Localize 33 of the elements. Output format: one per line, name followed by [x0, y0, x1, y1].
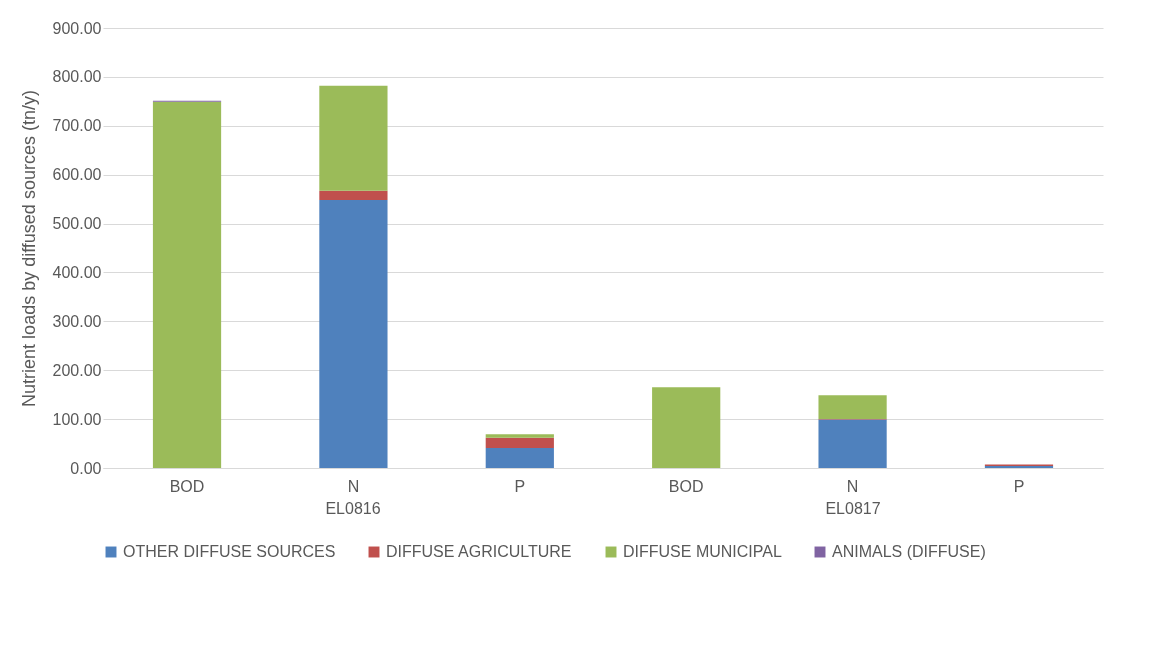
legend-label: OTHER DIFFUSE SOURCES — [123, 543, 336, 560]
y-tick-label: 600.00 — [52, 166, 102, 184]
bar — [485, 434, 554, 438]
x-tick-label: BOD — [169, 477, 205, 495]
x-tick-label: BOD — [668, 477, 704, 495]
bar — [652, 387, 721, 468]
bar — [818, 419, 887, 468]
bar — [319, 190, 388, 201]
y-tick-label: 0.00 — [70, 459, 102, 477]
legend-label: DIFFUSE MUNICIPAL — [623, 543, 782, 560]
y-tick-label: 900.00 — [52, 19, 102, 37]
y-tick-label: 700.00 — [52, 117, 102, 135]
legend-label: DIFFUSE AGRICULTURE — [386, 543, 572, 560]
text: EL0817 — [825, 500, 881, 517]
x-tick-label: P — [1013, 477, 1025, 495]
x-tick-label: N — [347, 477, 360, 495]
bar — [152, 101, 222, 468]
y-tick-label: 400.00 — [52, 263, 102, 281]
y-tick-label: 100.00 — [52, 410, 102, 428]
bar — [485, 437, 554, 448]
bar — [485, 447, 554, 468]
y-tick-label: 800.00 — [52, 68, 102, 86]
x-tick-label: P — [514, 477, 526, 495]
y-tick-label: 300.00 — [52, 312, 102, 330]
legend-label: ANIMALS (DIFFUSE) — [832, 543, 986, 560]
y-tick-label: 200.00 — [52, 361, 102, 379]
y-axis-title: Nutrient loads by diffused sources (tn/y) — [18, 90, 39, 407]
text: EL0816 — [325, 500, 381, 517]
bar — [319, 85, 388, 191]
bar — [818, 395, 887, 420]
x-tick-label: N — [846, 477, 859, 495]
bar — [319, 200, 388, 468]
y-tick-label: 500.00 — [52, 215, 102, 233]
